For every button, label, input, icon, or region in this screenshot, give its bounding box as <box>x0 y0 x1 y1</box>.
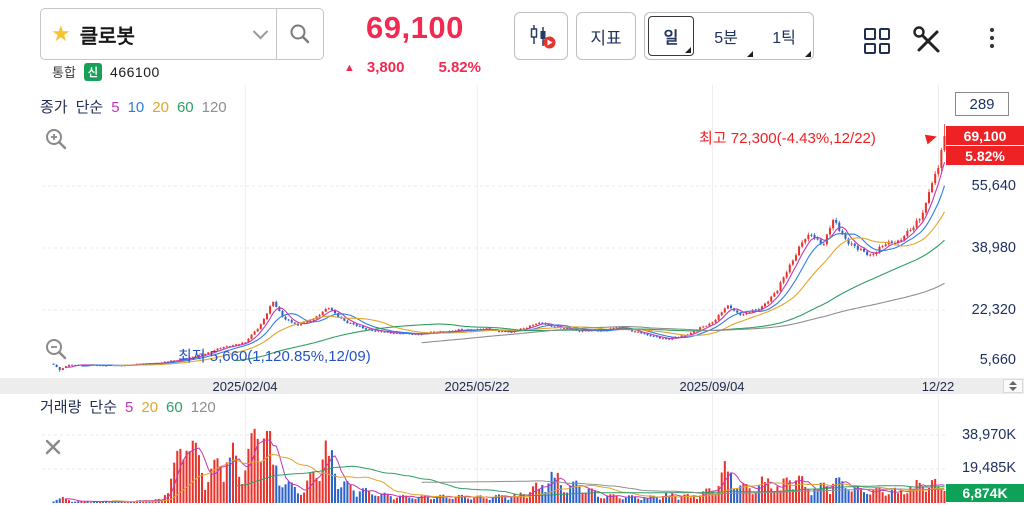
price-legend: 종가 단순 5 10 20 60 120 <box>40 96 227 117</box>
current-volume-axis-badge: 6,874K <box>946 484 1024 502</box>
ma60-label: 60 <box>176 99 194 116</box>
ma20-label: 20 <box>152 99 169 116</box>
date-tick: 2025/05/22 <box>444 379 510 394</box>
close-icon <box>45 439 61 455</box>
options-corner-icon <box>747 51 753 57</box>
change-percent: 5.82% <box>438 59 481 76</box>
candlestick-chart-icon <box>530 25 556 49</box>
volume-axis-label: 38,970K <box>961 427 1016 443</box>
chevron-down-icon <box>252 23 269 39</box>
vol-ma120-label: 120 <box>190 399 216 416</box>
chart-scroll-arrows[interactable] <box>1003 379 1023 393</box>
close-volume-button[interactable] <box>44 438 62 461</box>
tools-button[interactable] <box>912 25 944 57</box>
stock-meta: 통합 신 466100 <box>52 62 160 81</box>
dot-icon <box>990 36 994 40</box>
grid-square-icon <box>878 28 890 40</box>
indicator-button[interactable]: 지표 <box>576 12 636 60</box>
vol-ma5-label: 5 <box>125 399 134 416</box>
ma10-label: 10 <box>127 99 145 116</box>
zoom-out-button[interactable] <box>44 337 68 366</box>
period-5min-label: 5분 <box>714 30 738 47</box>
date-axis-strip[interactable]: 2025/02/04 2025/05/22 2025/09/04 12/22 <box>0 378 1024 394</box>
options-corner-icon <box>805 51 811 57</box>
grid-square-icon <box>878 42 890 54</box>
vol-ma20-label: 20 <box>141 399 159 416</box>
period-day-button[interactable]: 일 <box>648 16 694 56</box>
scroll-down-icon <box>1009 387 1017 391</box>
period-5min-button[interactable]: 5분 <box>697 13 755 59</box>
zoom-in-icon <box>46 129 67 150</box>
period-day-label: 일 <box>663 30 679 47</box>
date-tick: 12/22 <box>921 379 955 394</box>
search-button[interactable] <box>276 9 323 59</box>
price-change-row: ▲ 3,800 5.82% <box>344 59 481 76</box>
vol-ma60-label: 60 <box>166 399 183 416</box>
zoom-out-icon <box>46 339 67 360</box>
legend-simple-label: 단순 <box>75 99 104 116</box>
price-axis-label: 22,320 <box>971 302 1016 318</box>
period-1tick-button[interactable]: 1틱 <box>755 13 813 59</box>
change-value: 3,800 <box>366 59 405 76</box>
period-button-group: 일 5분 1틱 <box>644 12 814 60</box>
new-listing-badge: 신 <box>83 62 103 81</box>
legend-volume-label: 거래량 <box>40 399 82 416</box>
current-percent-axis-badge: 5.82% <box>946 146 1024 165</box>
legend-simple-label: 단순 <box>89 399 118 416</box>
period-1tick-label: 1틱 <box>772 30 796 47</box>
stock-selector[interactable]: ★ 클로봇 <box>41 9 276 59</box>
high-annotation: 최고 72,300(-4.43%,12/22) <box>699 130 876 147</box>
price-axis-label: 55,640 <box>971 178 1016 194</box>
current-price-axis-badge: 69,100 <box>946 126 1024 145</box>
search-icon <box>290 24 310 44</box>
layout-grid-button[interactable] <box>864 28 890 54</box>
dot-icon <box>990 28 994 32</box>
price-chart-canvas[interactable] <box>0 85 1024 378</box>
low-annotation: 최저 5,660(1,120.85%,12/09) <box>178 348 371 365</box>
dot-icon <box>990 44 994 48</box>
price-axis-label: 5,660 <box>979 352 1016 368</box>
zoom-in-button[interactable] <box>44 127 68 156</box>
wrench-screwdriver-icon <box>913 26 940 53</box>
price-axis-label: 38,980 <box>971 240 1016 256</box>
up-arrow-icon: ▲ <box>344 61 355 74</box>
date-tick: 2025/02/04 <box>212 379 278 394</box>
grid-square-icon <box>864 42 876 54</box>
volume-axis-label: 19,485K <box>961 460 1016 476</box>
favorite-star-icon[interactable]: ★ <box>51 21 71 46</box>
visible-bar-count: 289 <box>955 92 1009 116</box>
legend-close-label: 종가 <box>40 99 68 116</box>
stock-name: 클로봇 <box>79 25 135 48</box>
stock-code: 466100 <box>110 63 160 80</box>
ma5-label: 5 <box>111 99 120 116</box>
ma120-label: 120 <box>201 99 227 116</box>
volume-chart-canvas[interactable] <box>0 393 1024 505</box>
stock-selector-box: ★ 클로봇 <box>40 8 324 60</box>
scroll-up-icon <box>1009 381 1017 385</box>
chart-type-button[interactable] <box>514 12 568 60</box>
current-price: 69,100 <box>366 10 464 45</box>
volume-legend: 거래량 단순 5 20 60 120 <box>40 396 216 417</box>
search-scope-label: 통합 <box>52 65 76 80</box>
more-menu-button[interactable] <box>988 26 996 50</box>
grid-square-icon <box>864 28 876 40</box>
date-tick: 2025/09/04 <box>679 379 745 394</box>
options-corner-icon <box>685 47 691 53</box>
